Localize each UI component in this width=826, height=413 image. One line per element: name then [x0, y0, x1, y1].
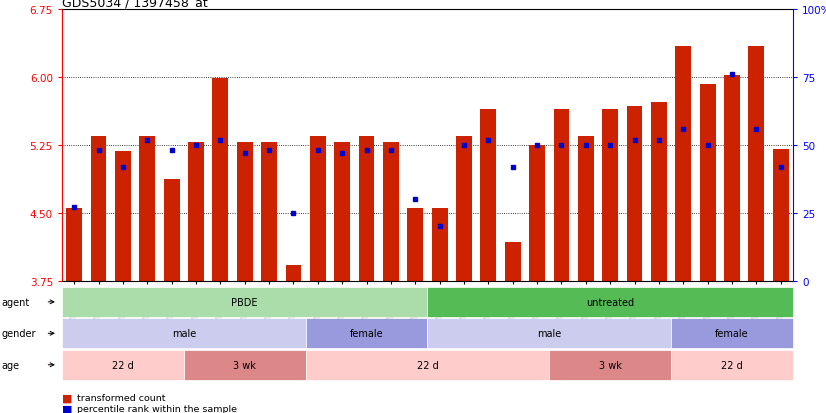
Text: ■: ■ — [62, 404, 73, 413]
Text: age: age — [2, 360, 20, 370]
Bar — [553, 109, 569, 281]
Text: 22 d: 22 d — [416, 360, 439, 370]
Bar — [140, 137, 155, 281]
Bar — [383, 143, 399, 281]
Bar — [456, 137, 472, 281]
Text: transformed count: transformed count — [77, 393, 165, 402]
Bar — [335, 143, 350, 281]
Text: 22 d: 22 d — [112, 360, 134, 370]
Bar — [627, 107, 643, 281]
Bar — [432, 209, 448, 281]
Text: 3 wk: 3 wk — [233, 360, 256, 370]
Bar — [748, 46, 764, 281]
Bar — [115, 152, 131, 281]
Text: untreated: untreated — [586, 297, 634, 307]
Text: male: male — [537, 328, 562, 339]
Bar — [164, 180, 179, 281]
Text: male: male — [172, 328, 196, 339]
Bar — [773, 150, 789, 281]
Bar — [700, 85, 715, 281]
Text: gender: gender — [2, 328, 36, 339]
Text: GDS5034 / 1397458_at: GDS5034 / 1397458_at — [62, 0, 207, 9]
Bar — [261, 143, 277, 281]
Bar — [286, 266, 301, 281]
Bar — [66, 209, 82, 281]
Bar — [651, 103, 667, 281]
Bar — [358, 137, 374, 281]
Text: 3 wk: 3 wk — [599, 360, 622, 370]
Bar — [407, 209, 423, 281]
Bar — [676, 46, 691, 281]
Text: 22 d: 22 d — [721, 360, 743, 370]
Bar — [505, 242, 520, 281]
Bar — [602, 109, 618, 281]
Bar — [212, 79, 228, 281]
Bar — [237, 143, 253, 281]
Text: percentile rank within the sample: percentile rank within the sample — [77, 404, 237, 413]
Text: agent: agent — [2, 297, 30, 307]
Bar — [529, 146, 545, 281]
Bar — [91, 137, 107, 281]
Bar — [578, 137, 594, 281]
Text: PBDE: PBDE — [231, 297, 258, 307]
Bar — [188, 143, 204, 281]
Bar — [724, 76, 740, 281]
Text: ■: ■ — [62, 392, 73, 402]
Text: female: female — [715, 328, 749, 339]
Bar — [481, 109, 496, 281]
Bar — [310, 137, 325, 281]
Text: female: female — [349, 328, 383, 339]
